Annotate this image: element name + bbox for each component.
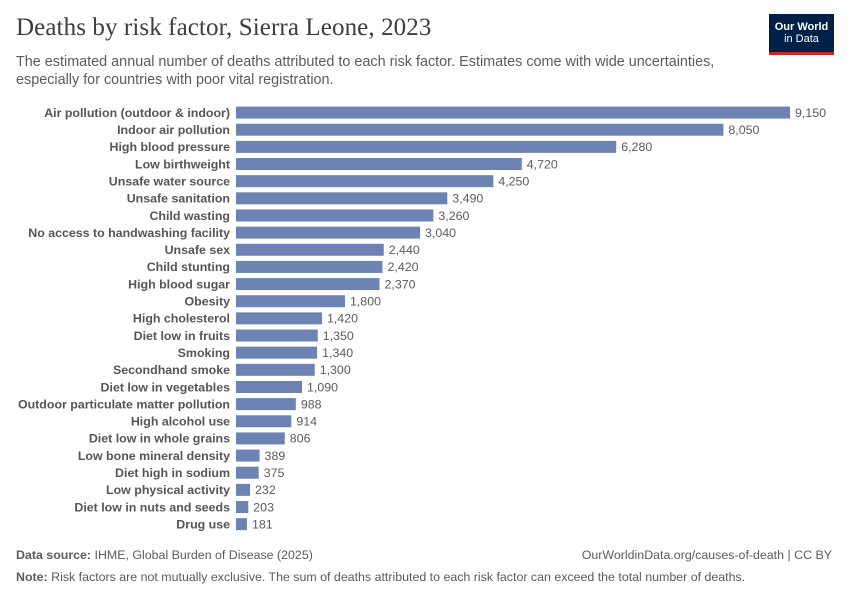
- chart-subtitle: The estimated annual number of deaths at…: [16, 54, 715, 88]
- category-label: Unsafe water source: [109, 174, 230, 188]
- bar[interactable]: [236, 175, 494, 188]
- category-label: Unsafe sex: [165, 243, 231, 257]
- category-label: Smoking: [178, 346, 230, 360]
- category-label: High blood pressure: [110, 140, 231, 154]
- owid-logo[interactable]: Our World in Data: [769, 14, 834, 55]
- value-label: 389: [265, 449, 286, 463]
- value-label: 8,050: [728, 123, 759, 137]
- value-label: 2,420: [388, 260, 419, 274]
- bar[interactable]: [236, 449, 260, 462]
- bar[interactable]: [236, 158, 522, 171]
- bar[interactable]: [236, 209, 434, 222]
- bar[interactable]: [236, 260, 383, 273]
- category-label: Low physical activity: [106, 483, 230, 497]
- value-label: 4,720: [527, 157, 558, 171]
- category-label: High blood sugar: [128, 277, 230, 291]
- bar[interactable]: [236, 278, 380, 291]
- category-label: Diet low in nuts and seeds: [74, 500, 230, 514]
- category-label: Child stunting: [147, 260, 230, 274]
- bar[interactable]: [236, 432, 285, 445]
- category-label: Diet low in whole grains: [89, 432, 230, 446]
- value-label: 9,150: [795, 106, 826, 120]
- data-source-label: Data source:: [16, 548, 92, 562]
- category-label: Unsafe sanitation: [127, 192, 230, 206]
- logo-line-1: Our World: [774, 21, 829, 33]
- bar[interactable]: [236, 140, 617, 153]
- chart-note: Note: Risk factors are not mutually excl…: [16, 570, 832, 584]
- bar[interactable]: [236, 106, 790, 119]
- value-label: 914: [296, 415, 317, 429]
- value-label: 3,040: [425, 226, 456, 240]
- category-label: High alcohol use: [131, 415, 230, 429]
- data-source-text[interactable]: IHME, Global Burden of Disease (2025): [94, 548, 313, 562]
- bar[interactable]: [236, 363, 315, 376]
- value-label: 6,280: [621, 140, 652, 154]
- category-label: No access to handwashing facility: [28, 226, 230, 240]
- category-label: Obesity: [185, 295, 231, 309]
- value-label: 3,490: [452, 192, 483, 206]
- category-label: Air pollution (outdoor & indoor): [44, 106, 230, 120]
- value-label: 806: [290, 432, 311, 446]
- bar[interactable]: [236, 226, 421, 239]
- bar[interactable]: [236, 243, 384, 256]
- value-label: 1,420: [327, 312, 358, 326]
- source-url[interactable]: OurWorldinData.org/causes-of-death | CC …: [581, 548, 832, 562]
- note-text: Risk factors are not mutually exclusive.…: [51, 570, 746, 584]
- bar[interactable]: [236, 466, 259, 479]
- bar[interactable]: [236, 518, 247, 531]
- value-label: 1,350: [323, 329, 354, 343]
- value-label: 4,250: [498, 174, 529, 188]
- category-label: Low bone mineral density: [78, 449, 230, 463]
- value-label: 203: [253, 500, 274, 514]
- category-label: Secondhand smoke: [113, 363, 230, 377]
- value-label: 1,340: [322, 346, 353, 360]
- bar[interactable]: [236, 501, 249, 514]
- bar[interactable]: [236, 483, 251, 496]
- value-label: 375: [264, 466, 285, 480]
- category-label: Drug use: [176, 517, 230, 531]
- category-label: Diet low in fruits: [134, 329, 230, 343]
- bar[interactable]: [236, 329, 318, 342]
- value-label: 2,370: [384, 277, 415, 291]
- value-label: 232: [255, 483, 276, 497]
- value-label: 1,090: [307, 380, 338, 394]
- bar[interactable]: [236, 380, 302, 393]
- value-label: 2,440: [389, 243, 420, 257]
- bar[interactable]: [236, 415, 292, 428]
- category-label: Low birthweight: [135, 157, 230, 171]
- bar[interactable]: [236, 295, 345, 308]
- bar-chart: Air pollution (outdoor & indoor) 9,150 Ind…: [18, 106, 826, 532]
- bar[interactable]: [236, 312, 322, 325]
- value-label: 3,260: [438, 209, 469, 223]
- bar[interactable]: [236, 192, 448, 205]
- value-label: 181: [252, 517, 273, 531]
- value-label: 1,800: [350, 295, 381, 309]
- category-label: Child wasting: [149, 209, 230, 223]
- category-label: High cholesterol: [133, 312, 230, 326]
- bar[interactable]: [236, 123, 724, 136]
- bar[interactable]: [236, 346, 318, 359]
- category-label: Outdoor particulate matter pollution: [18, 397, 230, 411]
- category-label: Diet high in sodium: [115, 466, 230, 480]
- category-label: Diet low in vegetables: [101, 380, 231, 394]
- category-label: Indoor air pollution: [117, 123, 230, 137]
- value-label: 1,300: [320, 363, 351, 377]
- bar[interactable]: [236, 398, 296, 411]
- data-source: Data source: IHME, Global Burden of Dise…: [16, 548, 832, 562]
- chart-title: Deaths by risk factor, Sierra Leone, 202…: [16, 14, 432, 41]
- value-label: 988: [301, 397, 322, 411]
- note-label: Note:: [16, 570, 48, 584]
- logo-line-2: in Data: [784, 33, 819, 45]
